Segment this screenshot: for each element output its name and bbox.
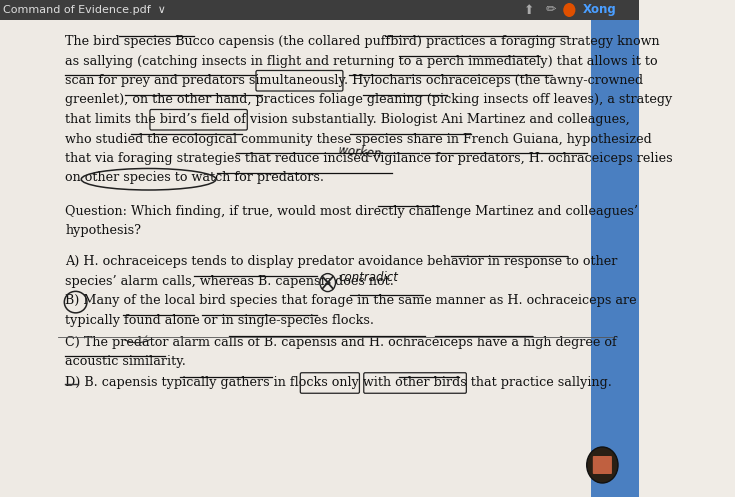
Text: species’ alarm calls, whereas B. capensis does not.: species’ alarm calls, whereas B. capensi…	[65, 275, 394, 288]
Text: as sallying (catching insects in flight and returning to a perch immediately) th: as sallying (catching insects in flight …	[65, 55, 658, 68]
Text: that via foraging strategies that reduce incised vigilance for predators, H. och: that via foraging strategies that reduce…	[65, 152, 673, 165]
Text: worken: worken	[337, 144, 381, 161]
Text: acoustic similarity.: acoustic similarity.	[65, 355, 186, 368]
Text: greenlet), on the other hand, practices foliage gleaning (picking insects off le: greenlet), on the other hand, practices …	[65, 93, 673, 106]
Text: B) Many of the local bird species that forage in the same manner as H. ochraceic: B) Many of the local bird species that f…	[65, 294, 637, 307]
Text: on other species to watch for predators.: on other species to watch for predators.	[65, 171, 324, 184]
Text: scan for prey and predators simultaneously. Hylocharis ochraceiceps (the tawny-c: scan for prey and predators simultaneous…	[65, 74, 643, 87]
Text: C) The predátor alarm calls of B. capensis and H. ochraceiceps have a high degre: C) The predátor alarm calls of B. capens…	[65, 335, 617, 349]
Text: typically found alone or in single-species flocks.: typically found alone or in single-speci…	[65, 314, 374, 327]
Circle shape	[587, 447, 618, 483]
Bar	[0, 0, 639, 20]
Text: ✏: ✏	[546, 3, 556, 16]
Text: hypothesis?: hypothesis?	[65, 224, 141, 237]
Text: ⬆: ⬆	[524, 3, 534, 16]
Text: contradict: contradict	[338, 270, 398, 284]
Text: that limits the bird’s field of vision substantially. Biologist Ani Martinez and: that limits the bird’s field of vision s…	[65, 113, 630, 126]
Circle shape	[563, 3, 576, 17]
Text: Xong: Xong	[582, 3, 616, 16]
Text: who studied the ecological community these species share in French Guiana, hypot: who studied the ecological community the…	[65, 133, 652, 146]
FancyBboxPatch shape	[593, 456, 612, 474]
Text: Command of Evidence.pdf  ∨: Command of Evidence.pdf ∨	[4, 5, 166, 15]
Text: The bird species Bucco capensis (the collared puffbird) practices a foraging str: The bird species Bucco capensis (the col…	[65, 35, 660, 48]
Text: Question: Which finding, if true, would most directly challenge Martinez and col: Question: Which finding, if true, would …	[65, 205, 638, 218]
Bar	[591, 0, 639, 497]
Text: A) H. ochraceiceps tends to display predator avoidance behavior in response to o: A) H. ochraceiceps tends to display pred…	[65, 255, 617, 268]
Text: D) B. capensis typically gathers in flocks only with other birds that practice s: D) B. capensis typically gathers in floc…	[65, 376, 612, 389]
